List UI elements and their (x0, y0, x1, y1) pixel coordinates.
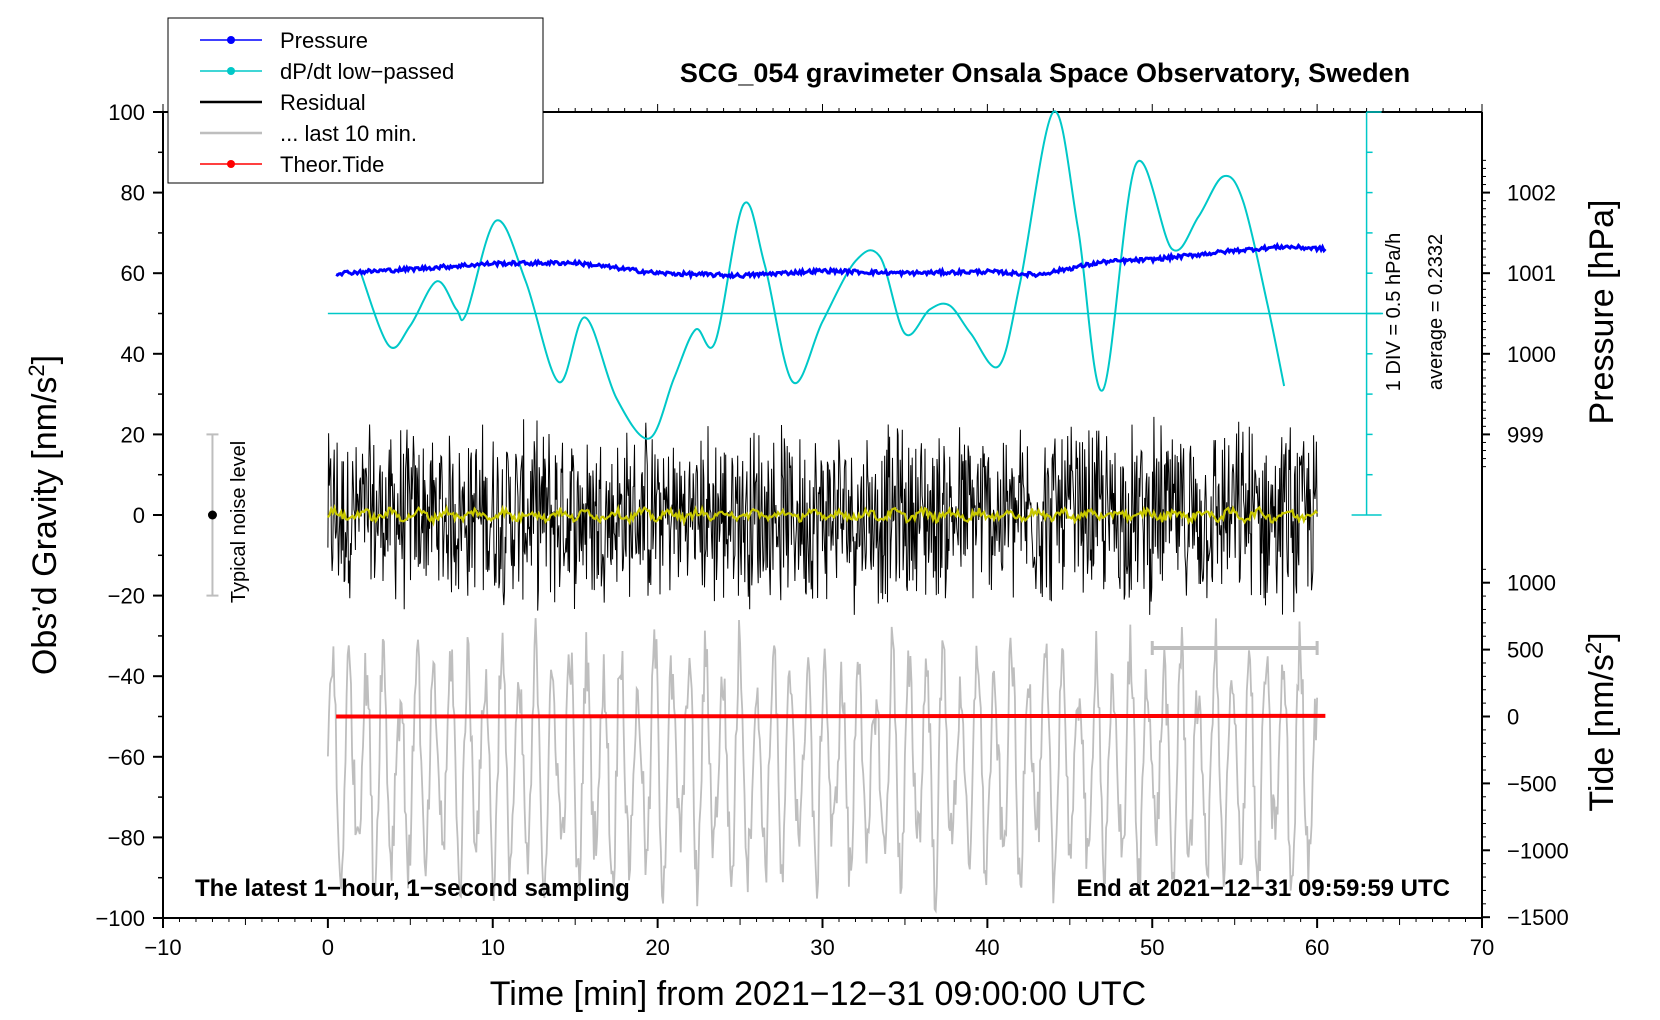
y-axis-tide-label-sup: 2 (1581, 642, 1606, 654)
legend-label: Residual (280, 90, 366, 115)
last-10-min-line (327, 618, 1318, 914)
x-tick-label: 50 (1140, 935, 1164, 960)
y-axis-right-ticks: 1002 1001 1000 999 1000 500 0 −500 −1000 −1500 (1482, 159, 1569, 930)
y-axis-left-label-sup: 2 (24, 364, 49, 376)
x-tick-label: 70 (1470, 935, 1494, 960)
pressure-tick-label: 999 (1507, 422, 1544, 447)
dpdt-scale-label: 1 DIV = 0.5 hPa/h (1383, 233, 1405, 391)
pressure-line (335, 241, 1327, 281)
residual-series (327, 416, 1318, 615)
x-tick-label: 30 (810, 935, 834, 960)
y-axis-left-ticks: 100 80 60 40 20 0 −20 −40 −60 −80 −100 (95, 100, 163, 931)
noise-bar-dot (207, 510, 217, 520)
y-tick-label: 80 (121, 181, 145, 206)
y-tick-label: −40 (108, 664, 145, 689)
x-tick-label: 40 (975, 935, 999, 960)
legend-box (167, 17, 544, 184)
legend: Pressure dP/dt low−passed Residual ... last… (167, 17, 544, 184)
y-tick-label: 40 (121, 342, 145, 367)
y-axis-left-label-end: ] (26, 355, 64, 364)
x-tick-label: 20 (645, 935, 669, 960)
x-axis-label: Time [min] from 2021−12−31 09:00:00 UTC (490, 975, 1146, 1013)
tide-tick-label: −1500 (1507, 905, 1569, 930)
legend-label: ... last 10 min. (280, 121, 417, 146)
annotation-sampling: The latest 1−hour, 1−second sampling (195, 875, 630, 902)
residual-smoothed-line (326, 503, 1318, 527)
y-tick-label: 100 (108, 100, 145, 125)
x-tick-label: 10 (481, 935, 505, 960)
dpdt-series (327, 110, 1384, 516)
pressure-tick-label: 1000 (1507, 342, 1556, 367)
x-tick-label: 60 (1305, 935, 1329, 960)
legend-marker (227, 160, 235, 168)
legend-marker (227, 36, 235, 44)
legend-marker (227, 67, 235, 75)
legend-label: Theor.Tide (280, 152, 384, 177)
x-tick-label: −10 (144, 935, 181, 960)
annotation-end-time: End at 2021−12−31 09:59:59 UTC (1076, 875, 1450, 902)
y-tick-label: −80 (108, 825, 145, 850)
tide-tick-label: −500 (1507, 771, 1557, 796)
theor-tide-series (336, 713, 1326, 719)
y-axis-tide-label: Tide [nm/s2] (1581, 632, 1621, 811)
last-10-min-series (327, 618, 1318, 914)
y-axis-pressure-label: Pressure [hPa] (1583, 200, 1621, 425)
pressure-tick-label: 1002 (1507, 181, 1556, 206)
tide-tick-label: 0 (1507, 705, 1519, 730)
x-axis-ticks: −10 0 10 20 30 40 50 60 70 (144, 918, 1494, 960)
x-tick-label: 0 (322, 935, 334, 960)
chart-title: SCG_054 gravimeter Onsala Space Observat… (680, 58, 1410, 88)
y-axis-left-label-main: Obs’d Gravity [nm/s (26, 377, 64, 676)
legend-label: Pressure (280, 28, 368, 53)
y-tick-label: 0 (133, 503, 145, 528)
tide-tick-label: 500 (1507, 638, 1544, 663)
y-tick-label: −100 (95, 906, 145, 931)
y-tick-label: −20 (108, 584, 145, 609)
theor-tide-line (336, 713, 1326, 719)
pressure-series (335, 241, 1327, 281)
y-tick-label: 60 (121, 261, 145, 286)
residual-smoothed-series (326, 503, 1318, 527)
pressure-tick-label: 1001 (1507, 261, 1556, 286)
dpdt-line (359, 110, 1286, 440)
y-tick-label: −60 (108, 745, 145, 770)
tide-tick-label: −1000 (1507, 838, 1569, 863)
dpdt-average-label: average = 0.2332 (1425, 234, 1447, 390)
tide-tick-label: 1000 (1507, 571, 1556, 596)
legend-label: dP/dt low−passed (280, 59, 454, 84)
noise-level-label: Typical noise level (228, 441, 250, 603)
y-axis-tide-label-main: Tide [nm/s (1583, 654, 1621, 811)
residual-line (327, 416, 1318, 615)
y-axis-left-label: Obs’d Gravity [nm/s2] (24, 355, 64, 675)
y-tick-label: 20 (121, 422, 145, 447)
chart-extras (206, 433, 1319, 655)
y-axis-tide-label-end: ] (1583, 632, 1621, 641)
